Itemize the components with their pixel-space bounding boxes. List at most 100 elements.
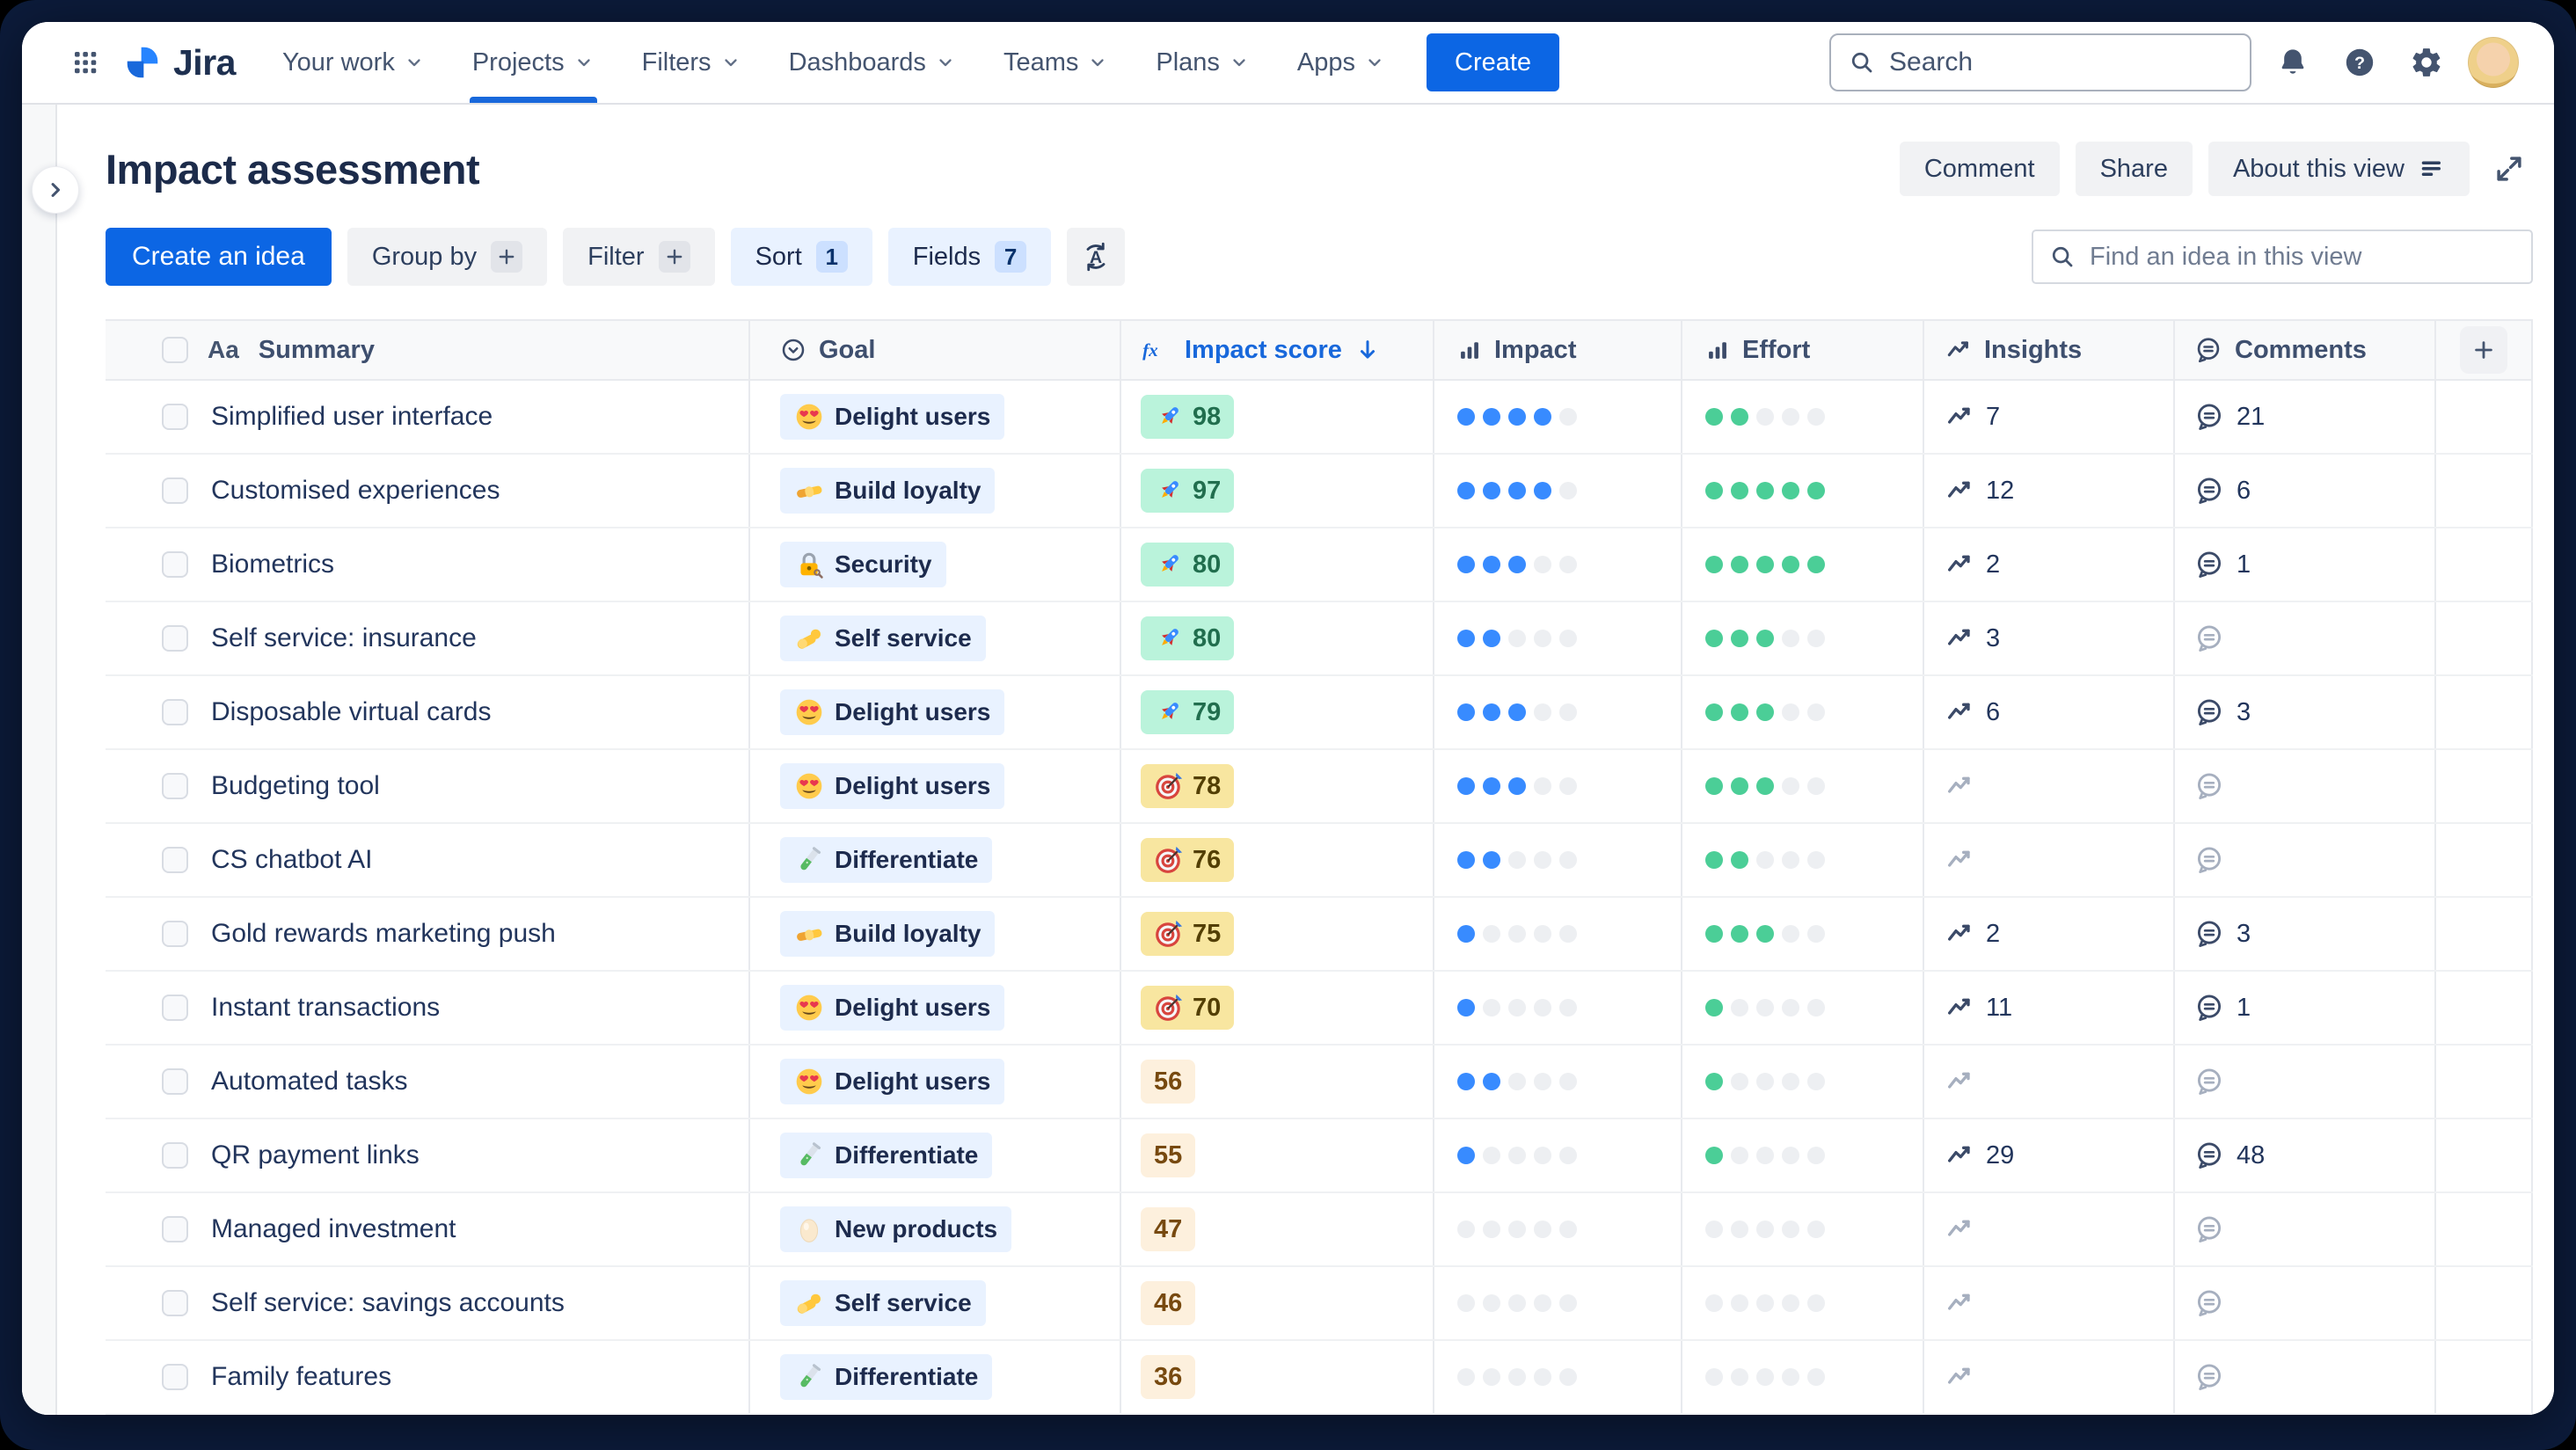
- row-checkbox[interactable]: [162, 699, 188, 725]
- impact-score-pill[interactable]: 47: [1141, 1207, 1196, 1251]
- row-checkbox[interactable]: [162, 1364, 188, 1390]
- row-checkbox[interactable]: [162, 995, 188, 1021]
- header-impact-score[interactable]: fx Impact score: [1121, 321, 1434, 379]
- goal-pill[interactable]: Security: [780, 542, 946, 587]
- impact-rating[interactable]: [1457, 556, 1577, 573]
- notifications-icon[interactable]: [2267, 37, 2318, 88]
- idea-summary[interactable]: Biometrics: [211, 550, 335, 579]
- goal-pill[interactable]: Self service: [780, 616, 986, 661]
- effort-rating[interactable]: [1705, 851, 1825, 869]
- effort-rating[interactable]: [1705, 1368, 1825, 1386]
- row-checkbox[interactable]: [162, 404, 188, 430]
- nav-item-apps[interactable]: Apps: [1273, 22, 1409, 103]
- row-checkbox[interactable]: [162, 551, 188, 578]
- goal-pill[interactable]: Differentiate: [780, 837, 993, 883]
- goal-pill[interactable]: Delight users: [780, 1059, 1005, 1104]
- idea-summary[interactable]: QR payment links: [211, 1140, 420, 1169]
- goal-pill[interactable]: Delight users: [780, 763, 1005, 809]
- row-checkbox[interactable]: [162, 1142, 188, 1169]
- impact-score-pill[interactable]: 78: [1141, 764, 1235, 808]
- idea-summary[interactable]: Customised experiences: [211, 476, 500, 505]
- effort-rating[interactable]: [1705, 925, 1825, 943]
- find-idea-input[interactable]: [2090, 242, 2515, 272]
- idea-summary[interactable]: Self service: insurance: [211, 623, 477, 652]
- impact-rating[interactable]: [1457, 1073, 1577, 1090]
- fullscreen-expand-icon[interactable]: [2485, 145, 2533, 193]
- row-checkbox[interactable]: [162, 1216, 188, 1242]
- translate-sort-icon[interactable]: A: [1067, 228, 1126, 286]
- settings-gear-icon[interactable]: [2401, 37, 2452, 88]
- impact-score-pill[interactable]: 75: [1141, 912, 1235, 956]
- effort-rating[interactable]: [1705, 1073, 1825, 1090]
- idea-summary[interactable]: Disposable virtual cards: [211, 697, 492, 726]
- table-row[interactable]: Family features Differentiate 36: [106, 1341, 2533, 1415]
- effort-rating[interactable]: [1705, 703, 1825, 721]
- effort-rating[interactable]: [1705, 630, 1825, 647]
- row-checkbox[interactable]: [162, 921, 188, 947]
- idea-summary[interactable]: Instant transactions: [211, 993, 441, 1022]
- impact-score-pill[interactable]: 98: [1141, 395, 1235, 439]
- impact-rating[interactable]: [1457, 999, 1577, 1016]
- impact-rating[interactable]: [1457, 1294, 1577, 1312]
- goal-pill[interactable]: Self service: [780, 1280, 986, 1326]
- help-icon[interactable]: ?: [2334, 37, 2385, 88]
- header-effort[interactable]: Effort: [1682, 321, 1924, 379]
- table-row[interactable]: Biometrics Security 80 2 1: [106, 528, 2533, 602]
- idea-summary[interactable]: Budgeting tool: [211, 771, 380, 800]
- row-checkbox[interactable]: [162, 773, 188, 799]
- impact-score-pill[interactable]: 76: [1141, 838, 1235, 882]
- create-an-idea-button[interactable]: Create an idea: [106, 228, 332, 286]
- table-row[interactable]: Self service: savings accounts Self serv…: [106, 1267, 2533, 1341]
- table-row[interactable]: Automated tasks Delight users 56: [106, 1046, 2533, 1119]
- table-row[interactable]: Managed investment New products 47: [106, 1193, 2533, 1267]
- row-checkbox[interactable]: [162, 1290, 188, 1316]
- table-row[interactable]: Disposable virtual cards Delight users 7…: [106, 676, 2533, 750]
- impact-rating[interactable]: [1457, 1368, 1577, 1386]
- nav-item-dashboards[interactable]: Dashboards: [765, 22, 980, 103]
- impact-score-pill[interactable]: 97: [1141, 469, 1235, 513]
- effort-rating[interactable]: [1705, 1294, 1825, 1312]
- goal-pill[interactable]: New products: [780, 1206, 1012, 1252]
- impact-rating[interactable]: [1457, 925, 1577, 943]
- impact-rating[interactable]: [1457, 1147, 1577, 1164]
- table-row[interactable]: Simplified user interface Delight users …: [106, 381, 2533, 455]
- create-button[interactable]: Create: [1427, 33, 1560, 91]
- table-row[interactable]: Customised experiences Build loyalty 97 …: [106, 455, 2533, 528]
- goal-pill[interactable]: Differentiate: [780, 1133, 993, 1178]
- table-row[interactable]: CS chatbot AI Differentiate 76: [106, 824, 2533, 898]
- idea-summary[interactable]: Simplified user interface: [211, 402, 493, 431]
- user-avatar[interactable]: [2468, 37, 2519, 88]
- row-checkbox[interactable]: [162, 847, 188, 873]
- nav-item-plans[interactable]: Plans: [1132, 22, 1273, 103]
- impact-rating[interactable]: [1457, 630, 1577, 647]
- fields-button[interactable]: Fields 7: [887, 228, 1052, 286]
- about-this-view-button[interactable]: About this view: [2207, 142, 2470, 196]
- impact-score-pill[interactable]: 36: [1141, 1355, 1196, 1399]
- impact-rating[interactable]: [1457, 408, 1577, 426]
- impact-score-pill[interactable]: 80: [1141, 616, 1235, 660]
- impact-rating[interactable]: [1457, 482, 1577, 499]
- select-all-checkbox[interactable]: [162, 337, 188, 363]
- table-row[interactable]: Self service: insurance Self service 80 …: [106, 602, 2533, 676]
- impact-score-pill[interactable]: 70: [1141, 986, 1235, 1030]
- idea-summary[interactable]: Gold rewards marketing push: [211, 919, 556, 948]
- impact-score-pill[interactable]: 80: [1141, 543, 1235, 587]
- group-by-button[interactable]: Group by: [347, 228, 548, 286]
- comment-button[interactable]: Comment: [1899, 142, 2060, 196]
- effort-rating[interactable]: [1705, 999, 1825, 1016]
- impact-score-pill[interactable]: 46: [1141, 1281, 1196, 1325]
- table-row[interactable]: QR payment links Differentiate 55 29 48: [106, 1119, 2533, 1193]
- impact-rating[interactable]: [1457, 777, 1577, 795]
- app-switcher-icon[interactable]: [61, 38, 110, 87]
- table-row[interactable]: Instant transactions Delight users 70 11…: [106, 972, 2533, 1046]
- row-checkbox[interactable]: [162, 625, 188, 652]
- impact-score-pill[interactable]: 79: [1141, 690, 1235, 734]
- impact-score-pill[interactable]: 56: [1141, 1060, 1196, 1104]
- global-search[interactable]: [1829, 33, 2251, 91]
- jira-logo[interactable]: Jira: [122, 42, 236, 84]
- idea-summary[interactable]: Family features: [211, 1362, 392, 1391]
- share-button[interactable]: Share: [2075, 142, 2193, 196]
- effort-rating[interactable]: [1705, 1147, 1825, 1164]
- effort-rating[interactable]: [1705, 1220, 1825, 1238]
- effort-rating[interactable]: [1705, 482, 1825, 499]
